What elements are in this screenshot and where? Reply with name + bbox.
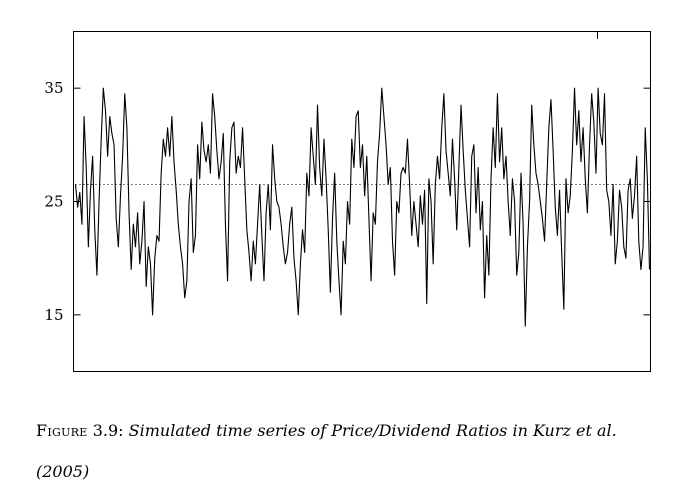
caption-year: (2005) [36,462,90,481]
figure-caption-continued: (2005) [36,462,666,481]
series-line-price-dividend-ratio [74,87,651,327]
y-axis-ticks: 15 25 35 [44,79,651,324]
figure-label: Figure [36,421,88,440]
figure-caption: Figure 3.9: Simulated time series of Pri… [36,421,666,440]
y-tick-label-15: 15 [44,306,63,324]
figure-number: 3.9: [92,421,124,440]
caption-text: Simulated time series of Price/Dividend … [128,421,617,440]
y-tick-label-35: 35 [44,79,63,97]
price-dividend-chart: 15 25 35 [44,31,651,372]
y-tick-label-25: 25 [44,193,63,211]
